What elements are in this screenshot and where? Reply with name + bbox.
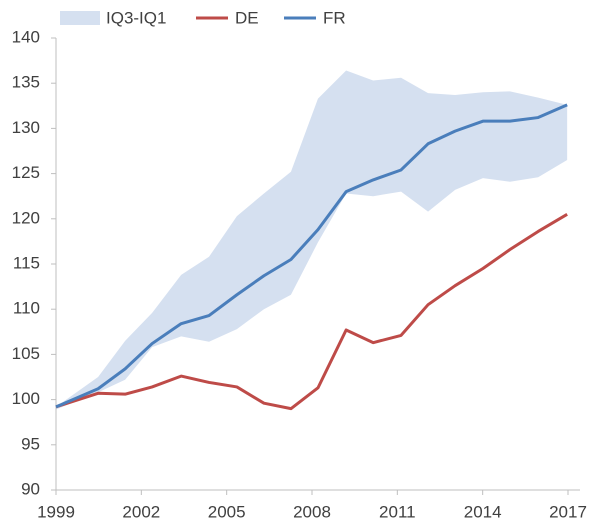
y-tick-label: 140	[12, 27, 40, 46]
y-tick-label: 115	[13, 253, 40, 272]
legend-label: FR	[323, 8, 346, 27]
x-tick-label: 2011	[379, 502, 416, 521]
series-line	[55, 103, 568, 409]
y-tick-label: 120	[12, 208, 40, 227]
x-tick-label: 2002	[122, 502, 160, 521]
y-tick-label: 130	[12, 118, 40, 137]
y-tick-label: 100	[12, 389, 40, 408]
legend-label: IQ3-IQ1	[106, 8, 166, 27]
x-tick-label: 2005	[208, 502, 246, 521]
y-tick-label: 105	[12, 344, 40, 363]
x-tick-label: 2017	[549, 502, 587, 521]
legend-label: DE	[235, 8, 259, 27]
y-tick-label: 95	[21, 434, 40, 453]
y-tick-label: 90	[21, 479, 40, 498]
series-line	[55, 212, 568, 411]
y-tick-label: 135	[12, 73, 40, 92]
x-tick-label: 2014	[464, 502, 502, 521]
x-tick-label: 2008	[293, 502, 331, 521]
band-area	[56, 70, 568, 410]
x-tick-label: 1999	[37, 502, 75, 521]
y-tick-label: 110	[13, 299, 40, 318]
y-tick-label: 125	[12, 163, 40, 182]
legend-swatch	[60, 11, 100, 25]
